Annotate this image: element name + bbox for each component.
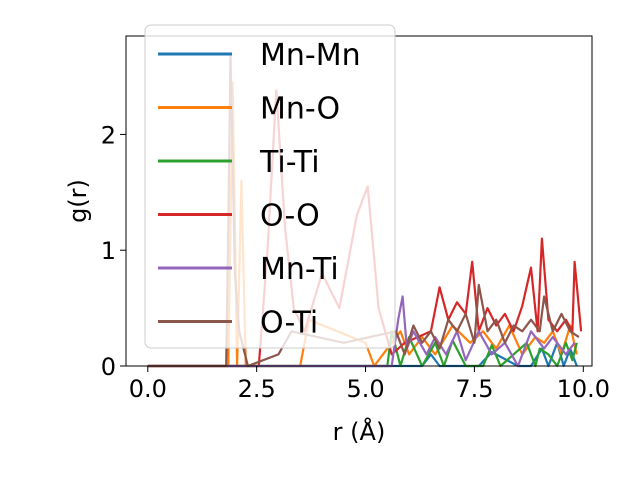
legend-label-mn-ti: Mn-Ti	[260, 252, 339, 287]
x-axis-label: r (Å)	[333, 417, 386, 446]
ticks-layer: 0.0 2.5 5.0 7.5 10.0 0 1 2	[101, 121, 610, 403]
legend-label-ti-ti: Ti-Ti	[259, 145, 320, 180]
y-tick-label: 1	[101, 237, 116, 265]
series-line-mn-ti	[147, 295, 576, 368]
legend: Mn-Mn Mn-O Ti-Ti O-O Mn-Ti O-Ti	[144, 24, 396, 349]
y-tick-label: 0	[101, 353, 116, 381]
x-tick-label: 7.5	[455, 375, 493, 403]
legend-label-o-o: O-O	[260, 199, 320, 234]
x-tick-label: 0.0	[129, 375, 167, 403]
x-tick-label: 10.0	[557, 375, 610, 403]
y-tick-label: 2	[101, 121, 116, 149]
legend-label-o-ti: O-Ti	[260, 306, 318, 341]
legend-label-mn-o: Mn-O	[260, 92, 340, 127]
x-tick-label: 2.5	[238, 375, 276, 403]
x-tick-label: 5.0	[346, 375, 384, 403]
legend-label-mn-mn: Mn-Mn	[260, 38, 361, 73]
legend-box	[144, 24, 396, 349]
y-axis-label: g(r)	[64, 179, 92, 223]
